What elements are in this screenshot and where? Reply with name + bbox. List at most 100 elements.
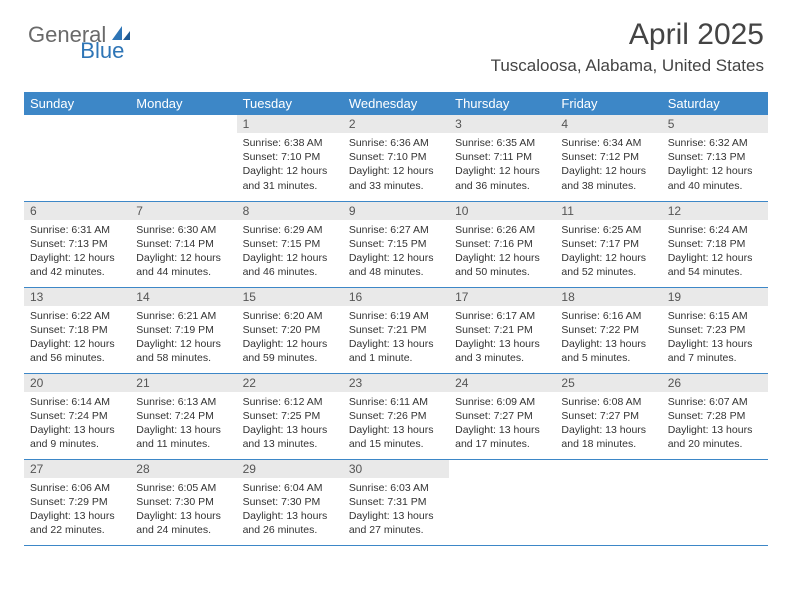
calendar-day-cell: 24Sunrise: 6:09 AMSunset: 7:27 PMDayligh… bbox=[449, 373, 555, 459]
day-content: Sunrise: 6:20 AMSunset: 7:20 PMDaylight:… bbox=[237, 306, 343, 370]
day-number: 3 bbox=[449, 115, 555, 133]
day-number: 19 bbox=[662, 288, 768, 306]
day-number: 23 bbox=[343, 374, 449, 392]
day-content: Sunrise: 6:17 AMSunset: 7:21 PMDaylight:… bbox=[449, 306, 555, 370]
day-number: 2 bbox=[343, 115, 449, 133]
day-content: Sunrise: 6:32 AMSunset: 7:13 PMDaylight:… bbox=[662, 133, 768, 197]
calendar-day-cell bbox=[662, 459, 768, 545]
calendar-day-cell: 15Sunrise: 6:20 AMSunset: 7:20 PMDayligh… bbox=[237, 287, 343, 373]
day-number: 24 bbox=[449, 374, 555, 392]
calendar-day-cell: 16Sunrise: 6:19 AMSunset: 7:21 PMDayligh… bbox=[343, 287, 449, 373]
day-content: Sunrise: 6:08 AMSunset: 7:27 PMDaylight:… bbox=[555, 392, 661, 456]
day-number: 28 bbox=[130, 460, 236, 478]
weekday-header: Saturday bbox=[662, 92, 768, 115]
weekday-header: Wednesday bbox=[343, 92, 449, 115]
weekday-header: Friday bbox=[555, 92, 661, 115]
logo: General Blue bbox=[28, 22, 180, 48]
day-content: Sunrise: 6:07 AMSunset: 7:28 PMDaylight:… bbox=[662, 392, 768, 456]
weekday-header: Tuesday bbox=[237, 92, 343, 115]
day-content: Sunrise: 6:11 AMSunset: 7:26 PMDaylight:… bbox=[343, 392, 449, 456]
calendar-day-cell: 9Sunrise: 6:27 AMSunset: 7:15 PMDaylight… bbox=[343, 201, 449, 287]
calendar-day-cell: 14Sunrise: 6:21 AMSunset: 7:19 PMDayligh… bbox=[130, 287, 236, 373]
calendar-day-cell: 28Sunrise: 6:05 AMSunset: 7:30 PMDayligh… bbox=[130, 459, 236, 545]
day-content: Sunrise: 6:35 AMSunset: 7:11 PMDaylight:… bbox=[449, 133, 555, 197]
calendar-week-row: 13Sunrise: 6:22 AMSunset: 7:18 PMDayligh… bbox=[24, 287, 768, 373]
calendar-day-cell: 11Sunrise: 6:25 AMSunset: 7:17 PMDayligh… bbox=[555, 201, 661, 287]
day-content: Sunrise: 6:22 AMSunset: 7:18 PMDaylight:… bbox=[24, 306, 130, 370]
day-content: Sunrise: 6:12 AMSunset: 7:25 PMDaylight:… bbox=[237, 392, 343, 456]
day-number: 11 bbox=[555, 202, 661, 220]
day-number: 16 bbox=[343, 288, 449, 306]
day-number: 25 bbox=[555, 374, 661, 392]
calendar-day-cell: 17Sunrise: 6:17 AMSunset: 7:21 PMDayligh… bbox=[449, 287, 555, 373]
day-content: Sunrise: 6:27 AMSunset: 7:15 PMDaylight:… bbox=[343, 220, 449, 284]
calendar-day-cell bbox=[130, 115, 236, 201]
day-content: Sunrise: 6:24 AMSunset: 7:18 PMDaylight:… bbox=[662, 220, 768, 284]
day-content: Sunrise: 6:19 AMSunset: 7:21 PMDaylight:… bbox=[343, 306, 449, 370]
day-content: Sunrise: 6:05 AMSunset: 7:30 PMDaylight:… bbox=[130, 478, 236, 542]
calendar-day-cell: 6Sunrise: 6:31 AMSunset: 7:13 PMDaylight… bbox=[24, 201, 130, 287]
day-content: Sunrise: 6:26 AMSunset: 7:16 PMDaylight:… bbox=[449, 220, 555, 284]
day-content: Sunrise: 6:29 AMSunset: 7:15 PMDaylight:… bbox=[237, 220, 343, 284]
calendar-day-cell: 20Sunrise: 6:14 AMSunset: 7:24 PMDayligh… bbox=[24, 373, 130, 459]
day-number: 9 bbox=[343, 202, 449, 220]
day-number: 4 bbox=[555, 115, 661, 133]
logo-text-part2: Blue bbox=[80, 38, 124, 64]
header: General Blue April 2025 Tuscaloosa, Alab… bbox=[0, 0, 792, 84]
calendar-day-cell: 12Sunrise: 6:24 AMSunset: 7:18 PMDayligh… bbox=[662, 201, 768, 287]
calendar-day-cell bbox=[24, 115, 130, 201]
calendar-week-row: 27Sunrise: 6:06 AMSunset: 7:29 PMDayligh… bbox=[24, 459, 768, 545]
day-content: Sunrise: 6:15 AMSunset: 7:23 PMDaylight:… bbox=[662, 306, 768, 370]
day-content: Sunrise: 6:13 AMSunset: 7:24 PMDaylight:… bbox=[130, 392, 236, 456]
calendar-day-cell: 23Sunrise: 6:11 AMSunset: 7:26 PMDayligh… bbox=[343, 373, 449, 459]
calendar-week-row: 1Sunrise: 6:38 AMSunset: 7:10 PMDaylight… bbox=[24, 115, 768, 201]
day-content: Sunrise: 6:09 AMSunset: 7:27 PMDaylight:… bbox=[449, 392, 555, 456]
day-content: Sunrise: 6:34 AMSunset: 7:12 PMDaylight:… bbox=[555, 133, 661, 197]
day-content: Sunrise: 6:25 AMSunset: 7:17 PMDaylight:… bbox=[555, 220, 661, 284]
calendar-day-cell: 8Sunrise: 6:29 AMSunset: 7:15 PMDaylight… bbox=[237, 201, 343, 287]
day-number: 26 bbox=[662, 374, 768, 392]
calendar-day-cell: 3Sunrise: 6:35 AMSunset: 7:11 PMDaylight… bbox=[449, 115, 555, 201]
calendar-day-cell: 4Sunrise: 6:34 AMSunset: 7:12 PMDaylight… bbox=[555, 115, 661, 201]
day-content: Sunrise: 6:06 AMSunset: 7:29 PMDaylight:… bbox=[24, 478, 130, 542]
title-block: April 2025 Tuscaloosa, Alabama, United S… bbox=[491, 18, 764, 76]
day-number: 20 bbox=[24, 374, 130, 392]
day-number: 15 bbox=[237, 288, 343, 306]
weekday-header: Monday bbox=[130, 92, 236, 115]
day-number: 27 bbox=[24, 460, 130, 478]
day-number: 10 bbox=[449, 202, 555, 220]
day-number: 21 bbox=[130, 374, 236, 392]
calendar-day-cell: 29Sunrise: 6:04 AMSunset: 7:30 PMDayligh… bbox=[237, 459, 343, 545]
day-number: 5 bbox=[662, 115, 768, 133]
day-number: 17 bbox=[449, 288, 555, 306]
day-content: Sunrise: 6:30 AMSunset: 7:14 PMDaylight:… bbox=[130, 220, 236, 284]
calendar-table: Sunday Monday Tuesday Wednesday Thursday… bbox=[24, 92, 768, 546]
calendar-day-cell: 7Sunrise: 6:30 AMSunset: 7:14 PMDaylight… bbox=[130, 201, 236, 287]
weekday-header-row: Sunday Monday Tuesday Wednesday Thursday… bbox=[24, 92, 768, 115]
day-content: Sunrise: 6:14 AMSunset: 7:24 PMDaylight:… bbox=[24, 392, 130, 456]
day-number: 30 bbox=[343, 460, 449, 478]
month-title: April 2025 bbox=[491, 18, 764, 52]
day-number: 6 bbox=[24, 202, 130, 220]
calendar-day-cell: 22Sunrise: 6:12 AMSunset: 7:25 PMDayligh… bbox=[237, 373, 343, 459]
calendar-day-cell: 30Sunrise: 6:03 AMSunset: 7:31 PMDayligh… bbox=[343, 459, 449, 545]
day-number: 7 bbox=[130, 202, 236, 220]
day-content: Sunrise: 6:03 AMSunset: 7:31 PMDaylight:… bbox=[343, 478, 449, 542]
calendar-day-cell: 1Sunrise: 6:38 AMSunset: 7:10 PMDaylight… bbox=[237, 115, 343, 201]
day-number: 14 bbox=[130, 288, 236, 306]
calendar-day-cell: 18Sunrise: 6:16 AMSunset: 7:22 PMDayligh… bbox=[555, 287, 661, 373]
day-content: Sunrise: 6:38 AMSunset: 7:10 PMDaylight:… bbox=[237, 133, 343, 197]
calendar-day-cell bbox=[449, 459, 555, 545]
calendar-day-cell: 27Sunrise: 6:06 AMSunset: 7:29 PMDayligh… bbox=[24, 459, 130, 545]
calendar-day-cell: 25Sunrise: 6:08 AMSunset: 7:27 PMDayligh… bbox=[555, 373, 661, 459]
weekday-header: Sunday bbox=[24, 92, 130, 115]
weekday-header: Thursday bbox=[449, 92, 555, 115]
calendar-day-cell: 5Sunrise: 6:32 AMSunset: 7:13 PMDaylight… bbox=[662, 115, 768, 201]
calendar-day-cell: 19Sunrise: 6:15 AMSunset: 7:23 PMDayligh… bbox=[662, 287, 768, 373]
day-number: 22 bbox=[237, 374, 343, 392]
day-content: Sunrise: 6:31 AMSunset: 7:13 PMDaylight:… bbox=[24, 220, 130, 284]
day-number: 29 bbox=[237, 460, 343, 478]
calendar-day-cell: 13Sunrise: 6:22 AMSunset: 7:18 PMDayligh… bbox=[24, 287, 130, 373]
calendar-day-cell: 2Sunrise: 6:36 AMSunset: 7:10 PMDaylight… bbox=[343, 115, 449, 201]
calendar-day-cell bbox=[555, 459, 661, 545]
